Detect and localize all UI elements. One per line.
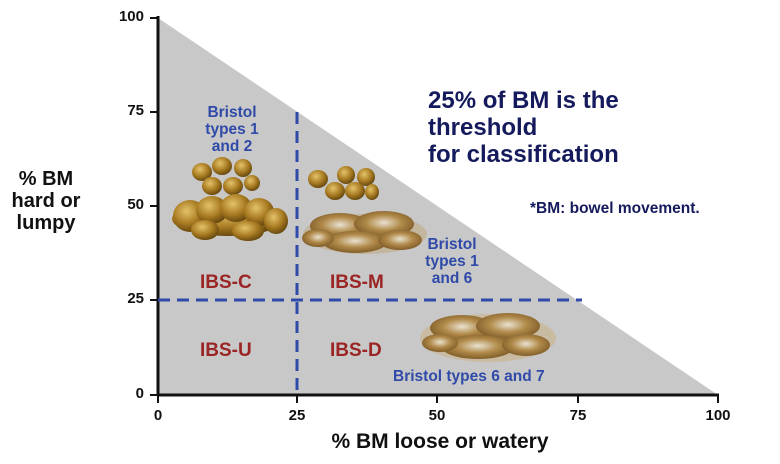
x-tick-marks <box>157 395 719 403</box>
headline-line: 25% of BM is the <box>428 87 619 114</box>
x-tick-label: 25 <box>288 407 306 424</box>
stool-type6-illustration-m <box>302 211 427 254</box>
bristol-note-ibs-c: Bristol types 1 and 2 <box>192 104 272 155</box>
bristol-note-line: types 1 <box>425 253 479 270</box>
x-tick-label: 75 <box>569 407 587 424</box>
x-tick-label: 50 <box>428 407 446 424</box>
y-axis-label: % BM hard or lumpy <box>6 168 86 234</box>
x-tick-label: 0 <box>153 407 163 424</box>
bristol-note-ibs-d: Bristol types 6 and 7 <box>393 368 545 385</box>
y-tick-label: 75 <box>127 102 144 119</box>
stool-type1-illustration-c <box>192 157 260 195</box>
stool-type1-illustration-m <box>308 166 379 200</box>
y-tick-marks <box>150 17 158 396</box>
y-tick-label: 0 <box>135 385 144 402</box>
zone-label-ibs-c: IBS-C <box>200 272 252 293</box>
zone-label-ibs-m: IBS-M <box>330 272 384 293</box>
zone-label-ibs-d: IBS-D <box>330 340 382 361</box>
x-tick-label: 100 <box>705 407 731 424</box>
y-axis-label-line: lumpy <box>16 212 76 234</box>
y-tick-label: 50 <box>127 196 144 213</box>
stool-type2-illustration-c <box>172 194 288 241</box>
bristol-note-line: and 2 <box>211 138 253 155</box>
headline-line: for classification <box>428 141 619 168</box>
x-axis-label: % BM loose or watery <box>331 430 549 453</box>
bristol-note-ibs-m: Bristol types 1 and 6 <box>412 236 492 287</box>
zone-label-ibs-u: IBS-U <box>200 340 252 361</box>
bristol-note-line: Bristol <box>427 236 477 253</box>
stool-type6-7-illustration-d <box>420 313 556 362</box>
threshold-headline: 25% of BM is the threshold for classific… <box>428 87 619 168</box>
y-axis-label-line: hard or <box>11 190 81 212</box>
bristol-note-line: and 6 <box>431 270 473 287</box>
y-tick-label: 100 <box>118 8 144 25</box>
y-axis-label-line: % BM <box>18 168 74 190</box>
headline-line: threshold <box>428 114 538 141</box>
y-tick-label: 25 <box>127 290 144 307</box>
bristol-note-line: types 1 <box>205 121 259 138</box>
bm-footnote: *BM: bowel movement. <box>530 200 700 217</box>
bristol-note-line: Bristol <box>207 104 257 121</box>
